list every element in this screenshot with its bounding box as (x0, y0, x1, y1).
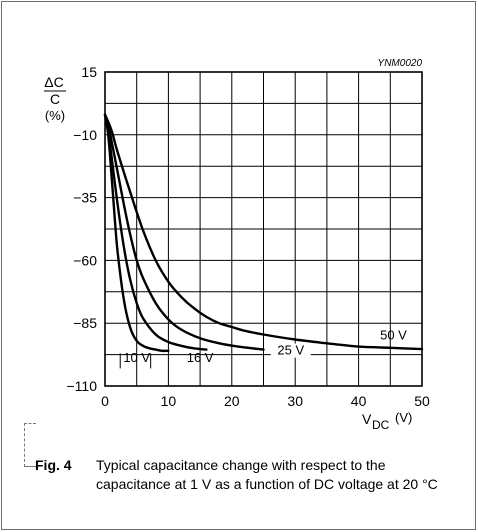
ylabel-top: ΔC (44, 74, 63, 90)
figure-label: Fig. 4 (35, 457, 72, 473)
y-tick-label: −110 (67, 378, 98, 394)
x-tick-label: 20 (224, 393, 240, 409)
series-line-25v (103, 113, 265, 351)
x-tick-label: 30 (287, 393, 303, 409)
curve-label-50v: 50 V (380, 328, 407, 343)
y-tick-label: −35 (73, 190, 97, 206)
y-tick-label: 15 (81, 64, 97, 80)
y-tick-label: −85 (73, 315, 97, 331)
x-tick-label: 50 (414, 393, 430, 409)
figure-caption: Typical capacitance change with respect … (96, 457, 438, 492)
xlabel-unit: (V) (395, 410, 412, 425)
plot-border (104, 71, 423, 387)
xlabel-sub: DC (372, 418, 390, 432)
y-tick-label: −60 (73, 252, 97, 268)
caption-bracket (24, 423, 36, 467)
curve-label-bg (270, 343, 311, 358)
curve-labels: 10 V 16 V 25 V 50 V (119, 328, 407, 369)
series-line-10v (103, 113, 170, 353)
curve-label-25v: 25 V (277, 343, 304, 358)
series-line-50v (103, 113, 424, 351)
ylabel-bottom: C (50, 91, 60, 107)
ylabel-unit: (%) (45, 108, 65, 123)
x-tick-label: 10 (161, 393, 177, 409)
grid (104, 71, 423, 387)
curve-label-16v: 16 V (187, 350, 214, 365)
xlabel-main: V (362, 411, 372, 427)
figure-code: YNM0020 (378, 58, 423, 69)
tick-labels: 0 10 20 30 40 50 15 −10 −35 −60 −85 −110 (67, 64, 430, 409)
series-line-16v (103, 113, 208, 351)
y-tick-label: −10 (73, 127, 97, 143)
x-tick-label: 0 (101, 393, 109, 409)
series-group (103, 113, 424, 353)
x-tick-label: 40 (351, 393, 367, 409)
curve-label-10v: 10 V (123, 350, 150, 365)
